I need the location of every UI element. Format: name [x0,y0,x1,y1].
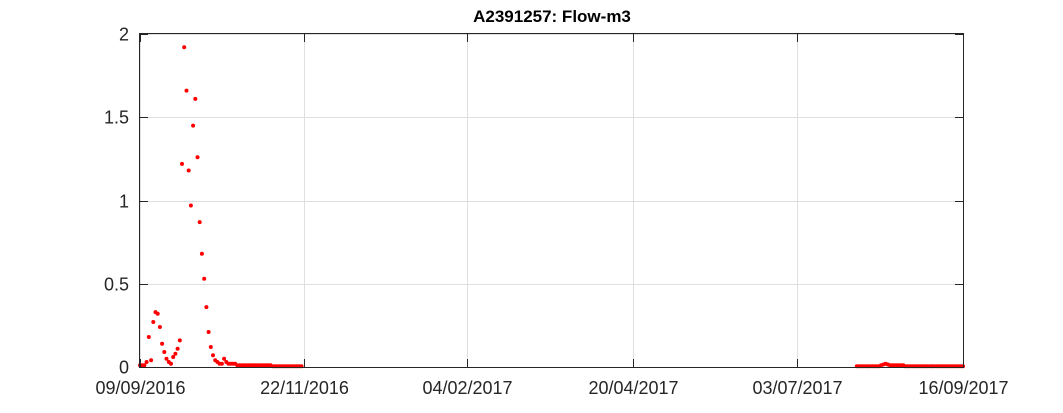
axis-ticks [140,34,964,368]
x-tick-labels: 09/09/2016 22/11/2016 04/02/2017 20/04/2017… [95,378,1008,398]
data-point [180,161,184,166]
data-point [173,351,178,356]
y-tick-label: 1 [119,192,129,212]
data-point [164,356,169,361]
data-point [169,361,173,366]
grid-lines [140,34,964,368]
y-tick-label: 1.5 [104,108,129,128]
data-point [208,345,213,349]
data-point [197,220,202,225]
data-point [171,355,176,359]
data-point [160,341,165,346]
data-point [149,358,154,363]
data-point [155,311,160,316]
data-point [186,168,191,173]
data-point [206,330,211,334]
x-tick-label: 03/07/2017 [752,378,842,398]
x-tick-label: 20/04/2017 [588,378,678,398]
plot-area-frame [139,33,964,368]
chart-title: A2391257: Flow-m3 [473,7,631,26]
data-point [142,363,147,368]
data-point [144,360,149,364]
data-point [204,305,209,310]
x-tick-label: 16/09/2017 [918,378,1008,398]
x-tick-label: 09/09/2016 [95,378,185,398]
data-point [182,45,187,50]
data-point [188,203,193,208]
data-points [138,45,965,369]
x-tick-label: 22/11/2016 [260,378,349,398]
data-point [177,338,182,343]
data-point [193,96,198,101]
data-point [157,325,162,329]
data-point [199,251,204,256]
x-tick-label: 04/02/2017 [422,378,512,398]
data-point [151,320,156,324]
data-point [211,353,215,358]
data-point [175,346,180,351]
y-tick-labels: 0 0.5 1 1.5 2 [104,25,129,378]
data-point [162,350,167,354]
y-tick-label: 0 [119,358,129,378]
data-point [184,88,189,93]
data-point [202,276,207,281]
data-point [222,356,227,361]
data-point [191,123,196,128]
y-tick-label: 0.5 [104,275,129,295]
data-point [219,361,224,366]
y-tick-label: 2 [119,25,129,45]
data-point [146,335,151,339]
data-point [195,155,200,160]
